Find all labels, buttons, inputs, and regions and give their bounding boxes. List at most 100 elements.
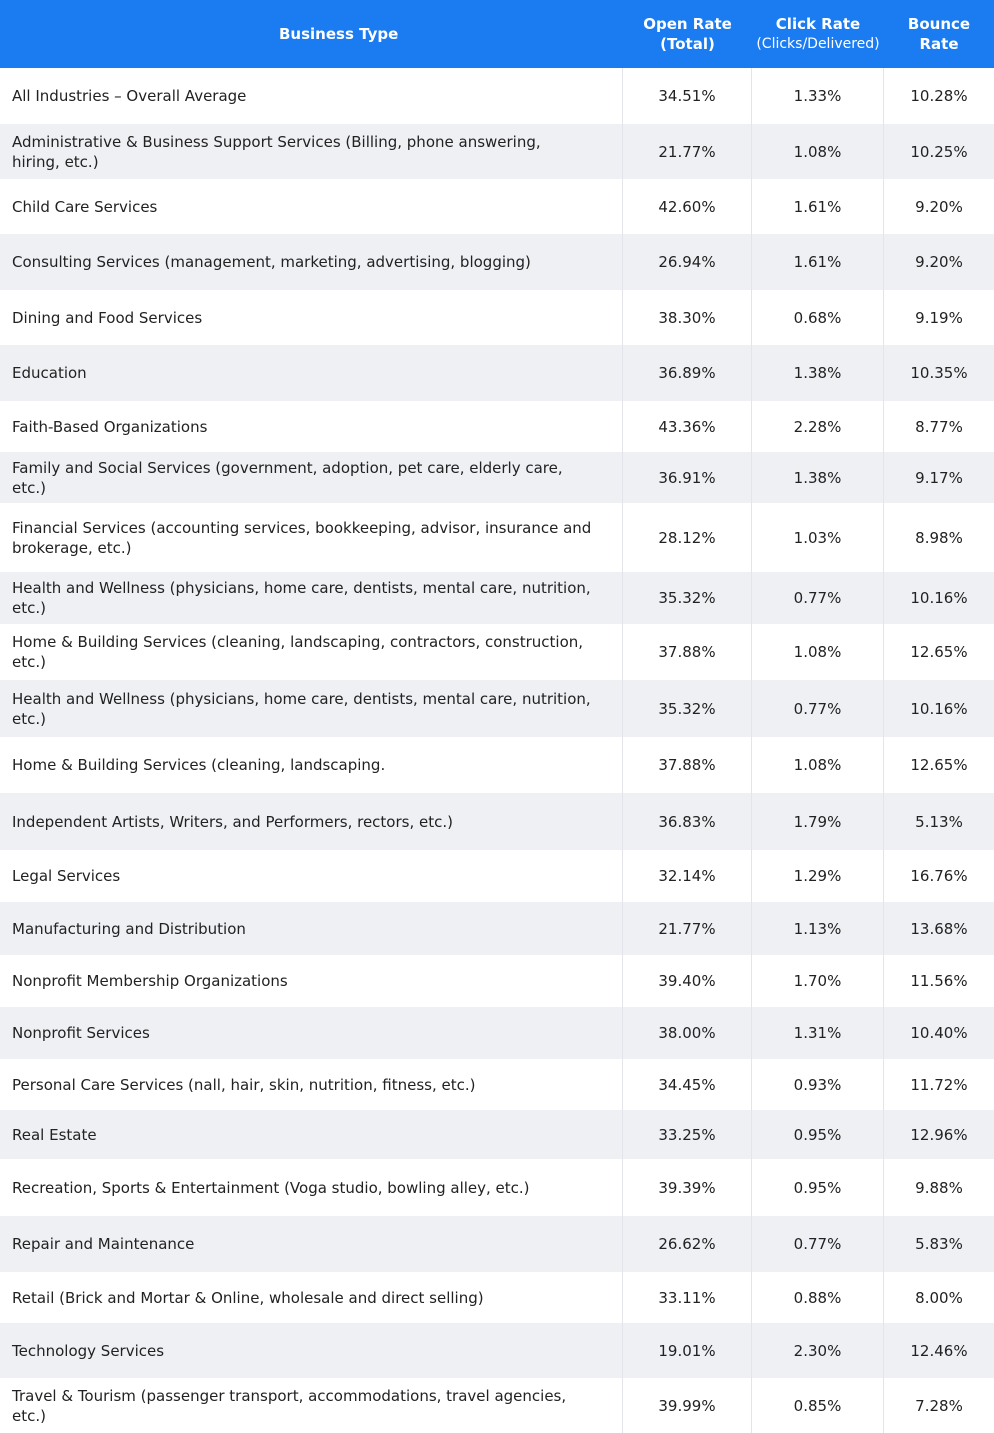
rate-cell: 43.36% bbox=[623, 401, 752, 452]
rate-cell: 37.88% bbox=[623, 624, 752, 680]
rate-cell: 21.77% bbox=[623, 902, 752, 955]
rate-cell: 34.51% bbox=[623, 68, 752, 124]
rate-cell: 1.13% bbox=[752, 902, 884, 955]
rate-cell: 12.46% bbox=[910, 1341, 968, 1360]
header-text: Bounce bbox=[907, 15, 971, 33]
rate-cell: 8.98% bbox=[915, 528, 963, 547]
table-row: Travel & Tourism (passenger transport, a… bbox=[0, 1378, 994, 1433]
rate-cell: 39.99% bbox=[623, 1378, 752, 1433]
table-row: Child Care Services 42.60% 1.61% 9.20% bbox=[0, 179, 994, 234]
table-row: Health and Wellness (physicians, home ca… bbox=[0, 572, 994, 624]
rate-cell: 1.61% bbox=[752, 179, 884, 234]
business-type-cell: Family and Social Services (government, … bbox=[0, 452, 623, 503]
rate-cell: 9.20% bbox=[915, 253, 963, 271]
table-row: Dining and Food Services 38.30% 0.68% 9.19% bbox=[0, 290, 994, 345]
table-row: Education 36.89% 1.38% 10.35% bbox=[0, 345, 994, 401]
rate-cell: 1.03% bbox=[752, 503, 884, 572]
rate-cell: 39.39% bbox=[623, 1159, 752, 1216]
rate-cell: 42.60% bbox=[623, 179, 752, 234]
rate-cell: 38.30% bbox=[623, 290, 752, 345]
rate-cell: 36.89% bbox=[623, 345, 752, 401]
rate-cell: 9.88% bbox=[915, 1178, 963, 1197]
table-row: Home & Building Services (cleaning, land… bbox=[0, 624, 994, 680]
rate-cell: 28.12% bbox=[623, 503, 752, 572]
business-type-cell: Nonprofit Membership Organizations bbox=[0, 955, 623, 1007]
rate-cell: 9.20% bbox=[915, 197, 963, 216]
table-row: Administrative & Business Support Servic… bbox=[0, 124, 994, 179]
rate-cell: 1.61% bbox=[752, 234, 884, 290]
rate-cell: 12.65% bbox=[910, 643, 968, 661]
rate-cell: 1.08% bbox=[752, 124, 884, 179]
rate-cell: 10.40% bbox=[910, 1024, 968, 1042]
business-type-cell: Manufacturing and Distribution bbox=[0, 902, 623, 955]
business-type-cell: Health and Wellness (physicians, home ca… bbox=[0, 680, 623, 737]
rate-cell: 12.65% bbox=[910, 756, 968, 774]
rate-cell: 12.96% bbox=[910, 1125, 968, 1144]
rate-cell: 0.88% bbox=[752, 1272, 884, 1323]
header-cell: Open Rate (Total) bbox=[623, 0, 752, 68]
rate-cell: 34.45% bbox=[623, 1059, 752, 1110]
rate-cell: 33.11% bbox=[623, 1272, 752, 1323]
header-text: (Total) bbox=[660, 35, 715, 53]
rate-cell: 0.77% bbox=[752, 1216, 884, 1272]
rate-cell: 1.70% bbox=[752, 955, 884, 1007]
table-row: All Industries – Overall Average 34.51% 1.… bbox=[0, 68, 994, 124]
rate-cell: 1.38% bbox=[752, 345, 884, 401]
table-row: Health and Wellness (physicians, home ca… bbox=[0, 680, 994, 737]
rate-cell: 10.16% bbox=[910, 589, 968, 607]
rate-cell: 10.25% bbox=[910, 142, 968, 161]
business-type-cell: Dining and Food Services bbox=[0, 290, 623, 345]
table-row: Legal Services 32.14% 1.29% 16.76% bbox=[0, 850, 994, 902]
table-row: Retail (Brick and Mortar & Online, whole… bbox=[0, 1272, 994, 1323]
rate-cell: 8.77% bbox=[915, 417, 963, 436]
table-row: Recreation, Sports & Entertainment (Voga… bbox=[0, 1159, 994, 1216]
rate-cell: 9.17% bbox=[915, 468, 963, 487]
rate-cell: 8.00% bbox=[915, 1288, 963, 1307]
business-type-cell: Education bbox=[0, 345, 623, 401]
table-row: Personal Care Services (nall, hair, skin… bbox=[0, 1059, 994, 1110]
table-row: Nonprofit Membership Organizations 39.40%… bbox=[0, 955, 994, 1007]
table-row: Home & Building Services (cleaning, land… bbox=[0, 737, 994, 793]
table-row: Nonprofit Services 38.00% 1.31% 10.40% bbox=[0, 1007, 994, 1059]
rate-cell: 2.30% bbox=[752, 1323, 884, 1378]
header-text: Business Type bbox=[279, 25, 399, 43]
business-type-cell: Nonprofit Services bbox=[0, 1007, 623, 1059]
rate-cell: 36.83% bbox=[623, 793, 752, 850]
rate-cell: 33.25% bbox=[623, 1110, 752, 1159]
rate-cell: 0.95% bbox=[752, 1110, 884, 1159]
rate-cell: 7.28% bbox=[915, 1396, 963, 1415]
rate-cell: 1.08% bbox=[752, 737, 884, 793]
rate-cell: 26.62% bbox=[623, 1216, 752, 1272]
rate-cell: 19.01% bbox=[623, 1323, 752, 1378]
table-row: Consulting Services (management, marketi… bbox=[0, 234, 994, 290]
rate-cell: 1.29% bbox=[752, 850, 884, 902]
business-type-cell: Home & Building Services (cleaning, land… bbox=[0, 624, 623, 680]
business-type-cell: Administrative & Business Support Servic… bbox=[0, 124, 623, 179]
rate-cell: 11.72% bbox=[910, 1075, 968, 1094]
table-row: Technology Services 19.01% 2.30% 12.46% bbox=[0, 1323, 994, 1378]
rate-cell: 35.32% bbox=[623, 572, 752, 624]
business-type-cell: Legal Services bbox=[0, 850, 623, 902]
header-text: Open Rate bbox=[643, 15, 732, 33]
rate-cell: 9.19% bbox=[915, 308, 963, 327]
rate-cell: 10.28% bbox=[910, 87, 968, 105]
rate-cell: 5.83% bbox=[915, 1235, 963, 1253]
rate-cell: 0.93% bbox=[752, 1059, 884, 1110]
rate-cell: 35.32% bbox=[623, 680, 752, 737]
header-text: Rate bbox=[919, 35, 959, 53]
rate-cell: 39.40% bbox=[623, 955, 752, 1007]
rate-cell: 0.77% bbox=[752, 680, 884, 737]
business-type-cell: Consulting Services (management, marketi… bbox=[0, 234, 623, 290]
rate-cell: 0.77% bbox=[752, 572, 884, 624]
rate-cell: 1.79% bbox=[752, 793, 884, 850]
business-type-cell: All Industries – Overall Average bbox=[0, 68, 623, 124]
business-type-cell: Technology Services bbox=[0, 1323, 623, 1378]
business-type-cell: Recreation, Sports & Entertainment (Voga… bbox=[0, 1159, 623, 1216]
rate-cell: 10.16% bbox=[910, 699, 968, 718]
table-row: Family and Social Services (government, … bbox=[0, 452, 994, 503]
business-type-cell: Retail (Brick and Mortar & Online, whole… bbox=[0, 1272, 623, 1323]
rate-cell: 36.91% bbox=[623, 452, 752, 503]
rate-cell: 1.38% bbox=[752, 452, 884, 503]
business-type-cell: Independent Artists, Writers, and Perfor… bbox=[0, 793, 623, 850]
